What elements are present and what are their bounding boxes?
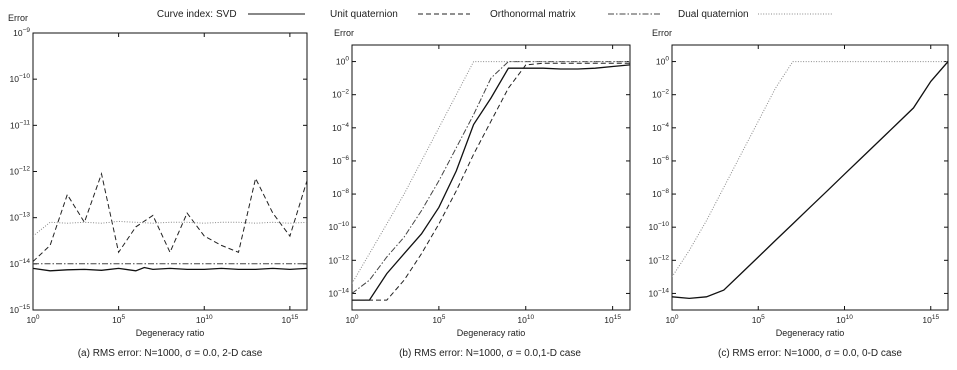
y-tick-label: 10−2 — [652, 89, 669, 100]
y-tick-label: 10−13 — [10, 212, 31, 223]
y-tick-label: 10−8 — [652, 188, 669, 199]
x-tick-label: 100 — [26, 314, 39, 325]
series-line-orthonormal-matrix — [352, 61, 630, 294]
x-axis-label: Degeneracy ratio — [457, 328, 526, 338]
y-tick-label: 10−6 — [652, 155, 669, 166]
legend-label-svd: SVD — [216, 9, 237, 20]
x-tick-label: 105 — [112, 314, 125, 325]
y-tick-label: 10−6 — [332, 155, 349, 166]
y-tick-label: 10−12 — [649, 254, 670, 265]
chart-panels: 100 105 1010 1015 10−15 10−14 10−13 10−12 10−11 1… — [8, 13, 949, 359]
series-line-dual-quaternion — [352, 61, 630, 284]
y-axis-label: Error — [652, 28, 672, 38]
legend-label-dual-quaternion: Dual quaternion — [678, 9, 749, 20]
y-tick-label: 10−14 — [649, 287, 670, 298]
panel-caption: (b) RMS error: N=1000, σ = 0.0,1-D case — [399, 348, 581, 359]
panel-caption: (a) RMS error: N=1000, σ = 0.0, 2-D case — [78, 348, 263, 359]
y-tick-label: 100 — [336, 56, 349, 67]
legend: Curve index: SVD Unit quaternion Orthonorm… — [157, 9, 832, 20]
chart-panel-c: 100 105 1010 1015 10−14 10−12 10−10 10−8 10−6 10−… — [649, 28, 949, 359]
x-tick-label: 105 — [752, 314, 765, 325]
chart-panel-a: 100 105 1010 1015 10−15 10−14 10−13 10−12 10−11 1… — [8, 13, 308, 359]
y-tick-label: 10−15 — [10, 304, 31, 315]
y-tick-label: 10−12 — [329, 254, 350, 265]
series-line-svd — [352, 64, 630, 301]
y-tick-label: 10−9 — [13, 27, 30, 38]
plot-frame — [351, 44, 631, 311]
series-line-unit-quaternion — [33, 171, 307, 262]
x-tick-label: 105 — [432, 314, 445, 325]
panel-caption: (c) RMS error: N=1000, σ = 0.0, 0-D case — [718, 348, 902, 359]
y-tick-label: 10−2 — [332, 89, 349, 100]
x-tick-label: 1015 — [604, 314, 621, 325]
y-tick-label: 10−12 — [10, 166, 31, 177]
series-line-dual-quaternion — [672, 61, 948, 278]
x-axis-label: Degeneracy ratio — [776, 328, 845, 338]
plot-frame — [671, 44, 949, 311]
y-tick-label: 10−8 — [332, 188, 349, 199]
y-axis-label: Error — [334, 28, 354, 38]
y-axis-label: Error — [8, 13, 28, 23]
series-line-dual-quaternion — [33, 220, 307, 237]
x-tick-label: 1010 — [517, 314, 534, 325]
y-tick-label: 10−10 — [329, 221, 350, 232]
y-tick-label: 100 — [656, 56, 669, 67]
legend-label-orthonormal-matrix: Orthonormal matrix — [490, 9, 576, 20]
x-axis-label: Degeneracy ratio — [136, 328, 205, 338]
legend-label-unit-quaternion: Unit quaternion — [330, 9, 398, 20]
x-tick-label: 100 — [665, 314, 678, 325]
x-tick-label: 1015 — [282, 314, 299, 325]
y-tick-label: 10−14 — [10, 258, 31, 269]
y-tick-label: 10−10 — [649, 221, 670, 232]
y-tick-label: 10−4 — [332, 122, 349, 133]
x-tick-label: 1015 — [922, 314, 939, 325]
y-tick-label: 10−11 — [10, 119, 30, 130]
series-line-svd — [672, 61, 948, 300]
chart-panel-b: 100 105 1010 1015 10−14 10−12 10−10 10−8 10−6 10−… — [329, 28, 631, 359]
series-line-unit-quaternion — [352, 62, 630, 301]
y-tick-label: 10−10 — [10, 73, 31, 84]
x-tick-label: 1010 — [836, 314, 853, 325]
legend-prefix: Curve index: — [157, 9, 213, 20]
y-tick-label: 10−14 — [329, 287, 350, 298]
y-tick-label: 10−4 — [652, 122, 669, 133]
x-tick-label: 1010 — [196, 314, 213, 325]
series-line-svd — [33, 266, 307, 272]
x-tick-label: 100 — [345, 314, 358, 325]
